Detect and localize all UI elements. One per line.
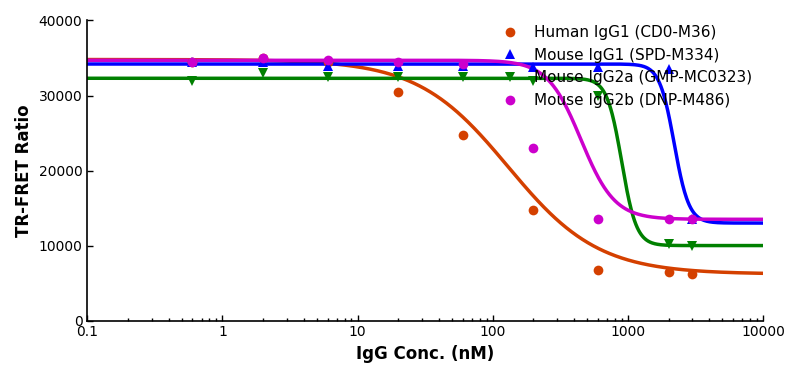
Human IgG1 (CD0-M36) bbox=[687, 272, 697, 276]
Human IgG1 (CD0-M36) bbox=[323, 59, 333, 64]
Legend: Human IgG1 (CD0-M36), Mouse IgG1 (SPD-M334), Mouse IgG2a (GMP-MC0323), Mouse IgG: Human IgG1 (CD0-M36), Mouse IgG1 (SPD-M3… bbox=[490, 22, 755, 111]
Mouse IgG2b (DNP-M486) bbox=[593, 216, 602, 221]
Mouse IgG1 (SPD-M334) bbox=[529, 65, 538, 69]
Mouse IgG2a (GMP-MC0323) bbox=[458, 74, 467, 79]
Mouse IgG2a (GMP-MC0323) bbox=[258, 71, 268, 75]
Line: Mouse IgG1 (SPD-M334): Mouse IgG1 (SPD-M334) bbox=[188, 57, 698, 224]
Mouse IgG1 (SPD-M334) bbox=[593, 65, 602, 69]
Mouse IgG2b (DNP-M486) bbox=[687, 217, 697, 222]
Line: Mouse IgG2b (DNP-M486): Mouse IgG2b (DNP-M486) bbox=[188, 53, 698, 224]
Mouse IgG1 (SPD-M334) bbox=[458, 63, 467, 68]
Human IgG1 (CD0-M36) bbox=[394, 90, 403, 94]
Mouse IgG2b (DNP-M486) bbox=[529, 146, 538, 150]
X-axis label: IgG Conc. (nM): IgG Conc. (nM) bbox=[356, 345, 494, 363]
Human IgG1 (CD0-M36) bbox=[188, 59, 198, 64]
Mouse IgG2b (DNP-M486) bbox=[394, 59, 403, 64]
Mouse IgG2a (GMP-MC0323) bbox=[593, 93, 602, 98]
Line: Human IgG1 (CD0-M36): Human IgG1 (CD0-M36) bbox=[188, 53, 698, 279]
Mouse IgG1 (SPD-M334) bbox=[687, 217, 697, 222]
Mouse IgG1 (SPD-M334) bbox=[323, 63, 333, 68]
Mouse IgG2a (GMP-MC0323) bbox=[394, 74, 403, 79]
Human IgG1 (CD0-M36) bbox=[258, 56, 268, 60]
Human IgG1 (CD0-M36) bbox=[664, 270, 674, 274]
Line: Mouse IgG2a (GMP-MC0323): Mouse IgG2a (GMP-MC0323) bbox=[188, 68, 698, 250]
Mouse IgG2a (GMP-MC0323) bbox=[323, 74, 333, 79]
Mouse IgG2a (GMP-MC0323) bbox=[188, 78, 198, 83]
Mouse IgG1 (SPD-M334) bbox=[394, 63, 403, 68]
Mouse IgG1 (SPD-M334) bbox=[258, 59, 268, 64]
Mouse IgG2b (DNP-M486) bbox=[664, 217, 674, 222]
Mouse IgG2b (DNP-M486) bbox=[188, 59, 198, 64]
Y-axis label: TR-FRET Ratio: TR-FRET Ratio bbox=[15, 104, 33, 237]
Human IgG1 (CD0-M36) bbox=[593, 268, 602, 273]
Mouse IgG1 (SPD-M334) bbox=[188, 59, 198, 64]
Mouse IgG2b (DNP-M486) bbox=[323, 57, 333, 62]
Mouse IgG2a (GMP-MC0323) bbox=[664, 242, 674, 246]
Human IgG1 (CD0-M36) bbox=[529, 207, 538, 212]
Mouse IgG2b (DNP-M486) bbox=[258, 56, 268, 60]
Human IgG1 (CD0-M36) bbox=[458, 132, 467, 137]
Mouse IgG1 (SPD-M334) bbox=[664, 67, 674, 71]
Mouse IgG2a (GMP-MC0323) bbox=[687, 243, 697, 248]
Mouse IgG2a (GMP-MC0323) bbox=[529, 78, 538, 83]
Mouse IgG2b (DNP-M486) bbox=[458, 62, 467, 66]
